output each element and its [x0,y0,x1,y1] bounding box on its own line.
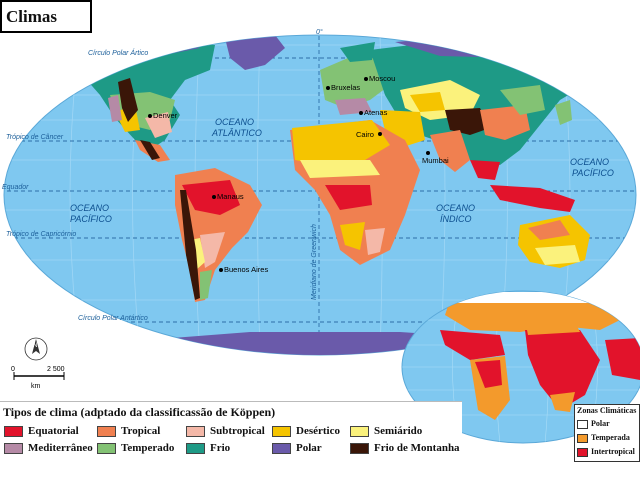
africa [290,120,420,265]
legend-swatch [350,426,369,437]
legend-swatch [97,443,116,454]
ocean-label: ATLÂNTICO [211,128,262,138]
city-dot-cairo [378,132,382,136]
indonesia [490,185,575,212]
ocean-label: ÍNDICO [440,214,472,224]
city-dot-manaus [212,195,216,199]
ocean-label: OCEANO [436,203,475,213]
scale-bar: 0 2 500 km [11,366,65,390]
europe [320,42,390,115]
map-title-box: Climas [0,0,92,33]
zone-swatch [577,420,588,429]
scale-value: 2 500 [47,366,65,373]
legend-swatch [4,443,23,454]
ocean-label: OCEANO [70,203,109,213]
north-arrow: N [24,337,48,361]
north-label: N [33,343,37,349]
city-label-denver: Denver [153,111,178,120]
tropic-capricorn-label: Trópico de Capricórnio [6,231,76,238]
legend-swatch [186,426,205,437]
city-dot-buenos-aires [219,268,223,272]
city-label-atenas: Atenas [364,108,388,117]
legend-swatch [4,426,23,437]
city-dot-atenas [359,111,363,115]
city-dot-denver [148,114,152,118]
greenland [225,35,285,70]
zone-swatch [577,448,588,457]
scale-unit: km [31,383,41,390]
legend-title: Tipos de clima (adptado da classificassã… [3,405,276,419]
tropic-cancer-label: Trópico de Câncer [6,134,64,141]
city-label-cairo: Cairo [356,130,374,139]
city-label-moscou: Moscou [369,74,395,83]
south-america [175,168,262,302]
city-label-buenos-aires: Buenos Aires [224,265,268,274]
climate-legend: Tipos de clima (adptado da classificassã… [0,401,462,460]
arctic-circle-label: Círculo Polar Ártico [88,48,148,57]
climate-zones-legend: Zonas Climáticas Polar Temperada Intertr… [574,404,640,462]
legend-swatch [97,426,116,437]
map-title: Climas [6,7,57,26]
city-markers [148,77,430,272]
antarctic-circle-label: Círculo Polar Antártico [78,315,148,322]
ocean-label: PACÍFICO [572,168,614,178]
scale-zero: 0 [11,366,15,373]
ocean-label: PACÍFICO [70,214,112,224]
zero-degree-label: 0° [316,28,323,36]
city-dot-bruxelas [326,86,330,90]
legend-swatch [350,443,369,454]
greenwich-label: Meridiano de Greenwich [311,224,318,300]
city-label-manaus: Manaus [217,192,244,201]
australia [518,215,590,268]
city-dot-mumbai [426,151,430,155]
ocean-label: OCEANO [570,157,609,167]
legend-swatch [186,443,205,454]
legend-swatch [272,426,291,437]
city-dot-moscou [364,77,368,81]
city-label-mumbai: Mumbai [422,156,449,165]
city-label-bruxelas: Bruxelas [331,83,360,92]
ocean-label: OCEANO [215,117,254,127]
legend-swatch [272,443,291,454]
zones-legend-title: Zonas Climáticas [577,406,637,415]
equator-label: Equador [2,184,29,191]
zone-swatch [577,434,588,443]
